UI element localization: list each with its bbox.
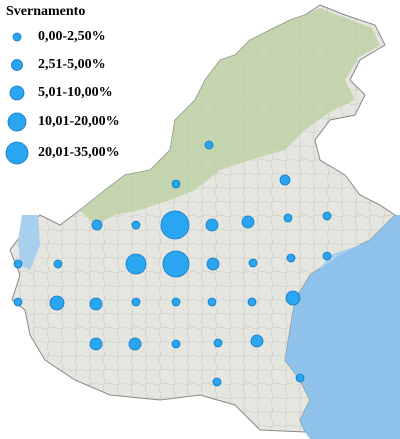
point bbox=[279, 174, 291, 186]
point bbox=[206, 257, 220, 271]
lake bbox=[18, 215, 40, 270]
point bbox=[286, 253, 296, 263]
point bbox=[283, 213, 293, 223]
point bbox=[91, 219, 103, 231]
legend-label: 0,00-2,50% bbox=[38, 29, 106, 44]
legend-symbol bbox=[9, 85, 25, 101]
point bbox=[125, 253, 147, 275]
legend-symbol bbox=[12, 32, 22, 42]
point bbox=[171, 179, 181, 189]
legend-symbol bbox=[5, 141, 29, 165]
point bbox=[171, 339, 181, 349]
mountain-area bbox=[80, 8, 380, 225]
legend-label: 10,01-20,00% bbox=[38, 114, 120, 129]
legend-symbol bbox=[11, 59, 23, 71]
point bbox=[53, 259, 63, 269]
legend-label: 5,01-10,00% bbox=[38, 85, 113, 100]
point bbox=[322, 251, 332, 261]
point bbox=[131, 220, 141, 230]
point bbox=[212, 377, 222, 387]
point bbox=[207, 297, 217, 307]
point bbox=[247, 297, 257, 307]
legend: Svernamento 0,00-2,50% 2,51-5,00% 5,01-1… bbox=[5, 4, 120, 165]
point bbox=[162, 250, 190, 278]
point bbox=[131, 297, 141, 307]
legend-title: Svernamento bbox=[6, 4, 85, 19]
point bbox=[205, 218, 219, 232]
legend-symbol bbox=[7, 112, 27, 132]
point bbox=[213, 338, 223, 348]
point bbox=[295, 373, 305, 383]
point bbox=[250, 334, 264, 348]
point bbox=[322, 211, 332, 221]
point bbox=[248, 258, 258, 268]
symbols bbox=[13, 140, 332, 387]
point bbox=[241, 215, 255, 229]
point bbox=[160, 210, 190, 240]
point bbox=[285, 290, 301, 306]
point bbox=[13, 297, 23, 307]
point bbox=[13, 259, 23, 269]
point bbox=[204, 140, 214, 150]
legend-label: 20,01-35,00% bbox=[38, 145, 120, 160]
point bbox=[49, 295, 65, 311]
point bbox=[89, 337, 103, 351]
point bbox=[128, 337, 142, 351]
legend-label: 2,51-5,00% bbox=[38, 57, 106, 72]
point bbox=[89, 297, 103, 311]
sea-edge bbox=[285, 215, 400, 439]
point bbox=[171, 297, 181, 307]
